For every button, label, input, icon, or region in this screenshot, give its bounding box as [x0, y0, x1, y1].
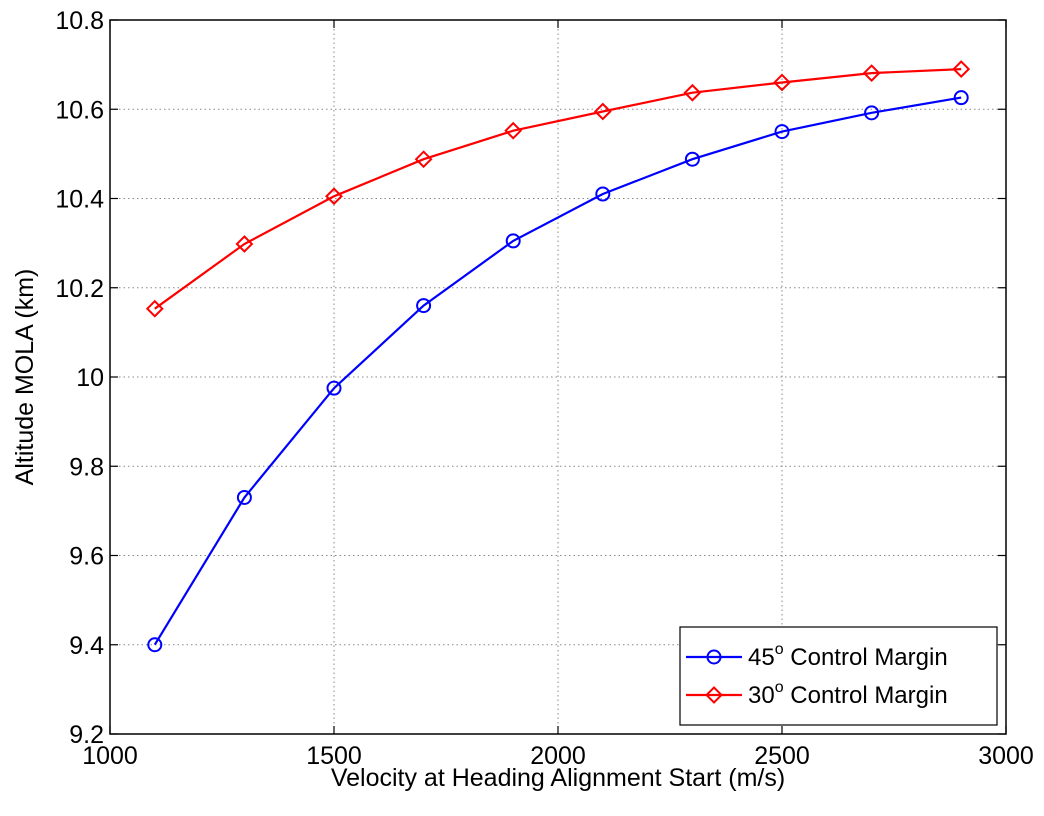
data-point-diamond [862, 64, 881, 83]
y-tick-label: 9.6 [69, 543, 104, 571]
x-tick-label: 3000 [978, 742, 1034, 770]
series-line [154, 68, 962, 310]
plot-series [145, 60, 971, 653]
data-point-circle [864, 105, 880, 121]
y-tick-label: 10.8 [55, 7, 104, 35]
x-tick-label: 1500 [306, 742, 362, 770]
series-45-deg [147, 90, 969, 653]
legend-item: 45o Control Margin [686, 641, 948, 671]
y-tick-label: 10.2 [55, 275, 104, 303]
legend-item: 30o Control Margin [686, 679, 948, 709]
legend-marker [705, 686, 723, 704]
data-point-circle [505, 233, 521, 249]
legend-label: 30o Control Margin [748, 679, 948, 709]
data-point-diamond [504, 121, 523, 140]
data-point-circle [416, 298, 432, 314]
data-point-circle [236, 489, 252, 505]
x-tick-label: 2500 [754, 742, 810, 770]
x-axis-label: Velocity at Heading Alignment Start (m/s… [331, 764, 785, 792]
data-point-circle [684, 151, 700, 167]
data-point-diamond [773, 73, 791, 92]
y-tick-label: 9.2 [69, 721, 104, 749]
y-tick-label: 10 [76, 364, 104, 392]
data-point-circle [595, 186, 611, 202]
legend-label: 45o Control Margin [748, 641, 948, 671]
data-point-diamond [593, 102, 612, 121]
y-axis-label: Altitude MOLA (km) [11, 269, 39, 486]
series-30-deg [145, 60, 971, 318]
data-point-circle [774, 124, 790, 140]
legend-box [679, 626, 998, 726]
y-tick-label: 10.4 [55, 186, 104, 214]
data-point-circle [953, 90, 969, 106]
legend: 45o Control Margin 30o Control Margin [679, 626, 998, 726]
data-point-diamond [952, 60, 971, 79]
data-point-diamond [325, 187, 343, 206]
axis-ticks: 1000 1500 2000 2500 3000 9.2 9.4 9.6 9.8 10 10.2 10… [55, 7, 1033, 770]
y-tick-label: 9.4 [69, 632, 104, 660]
data-point-circle [326, 380, 342, 396]
data-point-diamond [414, 150, 433, 169]
legend-marker [706, 649, 722, 665]
series-line [153, 96, 962, 646]
x-tick-label: 1000 [82, 742, 138, 770]
data-point-circle [147, 637, 163, 653]
y-tick-label: 9.8 [69, 453, 104, 481]
y-tick-label: 10.6 [55, 96, 104, 124]
data-point-diamond [235, 235, 254, 253]
data-point-diamond [145, 299, 164, 318]
data-point-diamond [683, 83, 702, 102]
x-tick-label: 2000 [530, 742, 586, 770]
